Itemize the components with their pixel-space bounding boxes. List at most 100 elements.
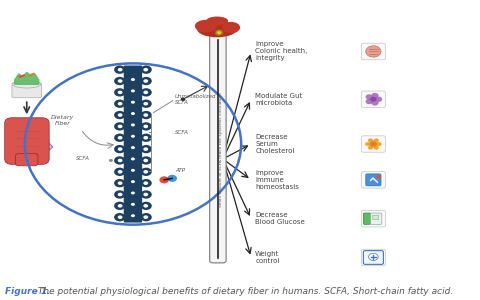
Ellipse shape bbox=[114, 65, 125, 74]
Ellipse shape bbox=[195, 20, 217, 32]
Ellipse shape bbox=[373, 145, 379, 150]
Ellipse shape bbox=[141, 190, 152, 199]
Text: SCFA: SCFA bbox=[76, 157, 90, 161]
Circle shape bbox=[144, 68, 148, 71]
Circle shape bbox=[217, 31, 221, 34]
Circle shape bbox=[118, 68, 122, 71]
Circle shape bbox=[131, 214, 135, 217]
Text: SCFA: SCFA bbox=[175, 130, 189, 135]
FancyBboxPatch shape bbox=[361, 172, 385, 188]
Text: Decrease
Serum
Cholesterol: Decrease Serum Cholesterol bbox=[255, 134, 295, 154]
Text: Weight
control: Weight control bbox=[255, 251, 279, 264]
Ellipse shape bbox=[141, 88, 152, 97]
Text: Figure 1.: Figure 1. bbox=[5, 287, 50, 296]
Ellipse shape bbox=[141, 156, 152, 165]
Circle shape bbox=[369, 253, 378, 260]
Circle shape bbox=[144, 147, 148, 151]
Ellipse shape bbox=[365, 142, 372, 146]
Ellipse shape bbox=[368, 145, 373, 150]
Circle shape bbox=[366, 94, 373, 100]
Circle shape bbox=[370, 141, 377, 147]
Circle shape bbox=[118, 91, 122, 94]
FancyBboxPatch shape bbox=[361, 211, 385, 227]
Circle shape bbox=[131, 203, 135, 206]
Ellipse shape bbox=[141, 100, 152, 108]
Circle shape bbox=[109, 159, 113, 162]
Ellipse shape bbox=[114, 122, 125, 130]
Ellipse shape bbox=[114, 134, 125, 142]
Circle shape bbox=[131, 89, 135, 92]
Ellipse shape bbox=[141, 213, 152, 221]
Ellipse shape bbox=[114, 168, 125, 176]
Circle shape bbox=[144, 113, 148, 117]
FancyBboxPatch shape bbox=[361, 136, 385, 152]
Polygon shape bbox=[15, 72, 39, 84]
Ellipse shape bbox=[141, 122, 152, 130]
Text: Improve
Immune
homeostasis: Improve Immune homeostasis bbox=[255, 170, 299, 190]
Circle shape bbox=[144, 204, 148, 208]
FancyBboxPatch shape bbox=[361, 91, 385, 107]
FancyBboxPatch shape bbox=[361, 249, 385, 266]
Circle shape bbox=[144, 124, 148, 128]
Circle shape bbox=[118, 204, 122, 208]
Ellipse shape bbox=[141, 179, 152, 187]
Circle shape bbox=[118, 159, 122, 162]
Circle shape bbox=[180, 98, 185, 101]
Circle shape bbox=[215, 30, 223, 36]
Circle shape bbox=[168, 175, 177, 182]
Circle shape bbox=[118, 124, 122, 128]
Circle shape bbox=[144, 79, 148, 83]
Circle shape bbox=[118, 182, 122, 185]
Circle shape bbox=[370, 97, 377, 102]
Circle shape bbox=[144, 215, 148, 219]
Ellipse shape bbox=[141, 145, 152, 153]
Ellipse shape bbox=[206, 16, 228, 26]
Circle shape bbox=[144, 182, 148, 185]
Circle shape bbox=[159, 176, 169, 183]
Circle shape bbox=[372, 93, 379, 98]
Ellipse shape bbox=[141, 134, 152, 142]
Ellipse shape bbox=[368, 138, 373, 143]
Ellipse shape bbox=[141, 77, 152, 85]
Circle shape bbox=[144, 170, 148, 174]
Ellipse shape bbox=[375, 142, 382, 146]
Ellipse shape bbox=[222, 22, 240, 33]
FancyBboxPatch shape bbox=[366, 174, 381, 186]
Circle shape bbox=[131, 101, 135, 104]
Ellipse shape bbox=[114, 156, 125, 165]
FancyBboxPatch shape bbox=[210, 34, 226, 263]
Ellipse shape bbox=[114, 100, 125, 108]
Circle shape bbox=[131, 146, 135, 149]
FancyBboxPatch shape bbox=[372, 215, 379, 220]
Ellipse shape bbox=[141, 202, 152, 210]
FancyBboxPatch shape bbox=[363, 250, 384, 264]
Ellipse shape bbox=[12, 81, 41, 88]
Ellipse shape bbox=[114, 88, 125, 97]
Ellipse shape bbox=[141, 65, 152, 74]
Text: Small amount of SCFA reach the systemic circulation: Small amount of SCFA reach the systemic … bbox=[219, 93, 223, 207]
Circle shape bbox=[118, 147, 122, 151]
Circle shape bbox=[131, 78, 135, 81]
Circle shape bbox=[118, 113, 122, 117]
Circle shape bbox=[131, 135, 135, 138]
FancyBboxPatch shape bbox=[15, 154, 38, 166]
Ellipse shape bbox=[141, 111, 152, 119]
Circle shape bbox=[118, 79, 122, 83]
Ellipse shape bbox=[114, 179, 125, 187]
Circle shape bbox=[366, 99, 373, 104]
Circle shape bbox=[376, 175, 381, 179]
Text: Improve
Colonic health,
integrity: Improve Colonic health, integrity bbox=[255, 41, 308, 62]
Text: The potential physiological benefits of dietary fiber in humans. SCFA, Short-cha: The potential physiological benefits of … bbox=[35, 287, 453, 296]
Text: Decrease
Blood Glucose: Decrease Blood Glucose bbox=[255, 212, 305, 225]
Text: Dietary
Fiber: Dietary Fiber bbox=[51, 115, 74, 125]
Circle shape bbox=[375, 97, 382, 102]
Circle shape bbox=[144, 193, 148, 196]
Circle shape bbox=[131, 112, 135, 115]
Circle shape bbox=[118, 193, 122, 196]
Ellipse shape bbox=[366, 46, 381, 57]
Circle shape bbox=[131, 123, 135, 126]
FancyBboxPatch shape bbox=[5, 118, 49, 164]
Circle shape bbox=[144, 136, 148, 140]
Text: ATP: ATP bbox=[175, 168, 185, 173]
Circle shape bbox=[131, 158, 135, 160]
